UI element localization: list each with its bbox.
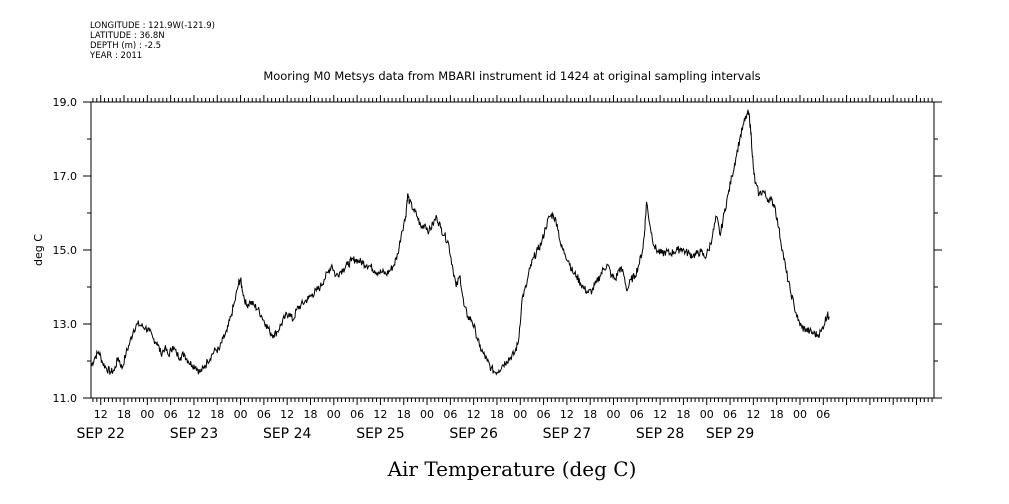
y-axis-title: deg C [32, 234, 45, 266]
x-day-label: SEP 28 [636, 426, 684, 442]
y-tick-label: 17.0 [53, 170, 78, 183]
x-hour-tick-label: 00 [607, 408, 621, 421]
x-hour-tick-label: 12 [746, 408, 760, 421]
x-hour-tick-label: 06 [257, 408, 271, 421]
x-hour-tick-label: 18 [210, 408, 224, 421]
x-hour-tick-label: 12 [280, 408, 294, 421]
x-hour-tick-label: 12 [560, 408, 574, 421]
x-hour-tick-label: 00 [513, 408, 527, 421]
x-day-label: SEP 27 [543, 426, 591, 442]
x-hour-tick-label: 06 [443, 408, 457, 421]
y-tick-label: 15.0 [53, 244, 78, 257]
x-hour-tick-label: 18 [490, 408, 504, 421]
depth-label: DEPTH (m) : -2.5 [90, 41, 162, 51]
x-hour-tick-label: 06 [164, 408, 178, 421]
plot-area [90, 109, 830, 376]
axes-group: 11.0 13.0 15.0 17.0 19.0 12 18 00 06 12 18 00 06 12 18… [53, 95, 942, 442]
y-tick-label: 11.0 [53, 392, 78, 405]
x-hour-tick-label: 06 [816, 408, 830, 421]
x-day-label: SEP 25 [356, 426, 404, 442]
x-hour-tick-label: 06 [537, 408, 551, 421]
latitude-label: LATITUDE : 36.8N [90, 31, 165, 41]
x-hour-tick-label: 18 [770, 408, 784, 421]
x-hour-tick-label: 12 [187, 408, 201, 421]
x-hour-tick-label: 06 [723, 408, 737, 421]
x-hour-tick-label: 18 [303, 408, 317, 421]
x-hour-tick-label: 12 [373, 408, 387, 421]
x-day-label: SEP 22 [76, 426, 124, 442]
x-axis-title: Air Temperature (deg C) [387, 457, 637, 481]
x-hour-tick-label: 12 [653, 408, 667, 421]
x-hour-tick-label: 00 [234, 408, 248, 421]
x-day-label: SEP 29 [706, 426, 754, 442]
x-hour-tick-label: 18 [583, 408, 597, 421]
x-hour-tick-label: 06 [350, 408, 364, 421]
x-hour-tick-label: 18 [117, 408, 131, 421]
year-label: YEAR : 2011 [90, 51, 143, 61]
y-tick-label: 19.0 [53, 96, 78, 109]
x-hour-tick-label: 12 [94, 408, 108, 421]
x-hour-tick-label: 00 [700, 408, 714, 421]
y-tick-label: 13.0 [53, 318, 78, 331]
x-day-label: SEP 23 [170, 426, 218, 442]
chart-title: Mooring M0 Metsys data from MBARI instru… [263, 69, 760, 83]
x-day-label: SEP 26 [449, 426, 498, 442]
x-day-label: SEP 24 [263, 426, 312, 442]
metadata-block: LONGITUDE : 121.9W(-121.9) LATITUDE : 36… [90, 21, 215, 61]
longitude-label: LONGITUDE : 121.9W(-121.9) [90, 21, 215, 31]
x-hour-tick-label: 06 [630, 408, 644, 421]
x-hour-tick-label: 00 [420, 408, 434, 421]
x-hour-tick-label: 00 [327, 408, 341, 421]
x-hour-tick-label: 18 [397, 408, 411, 421]
x-hour-tick-label: 12 [467, 408, 481, 421]
air-temperature-series-line [90, 109, 830, 376]
x-hour-tick-label: 18 [676, 408, 690, 421]
x-hour-tick-label: 00 [140, 408, 154, 421]
x-hour-tick-label: 00 [793, 408, 807, 421]
